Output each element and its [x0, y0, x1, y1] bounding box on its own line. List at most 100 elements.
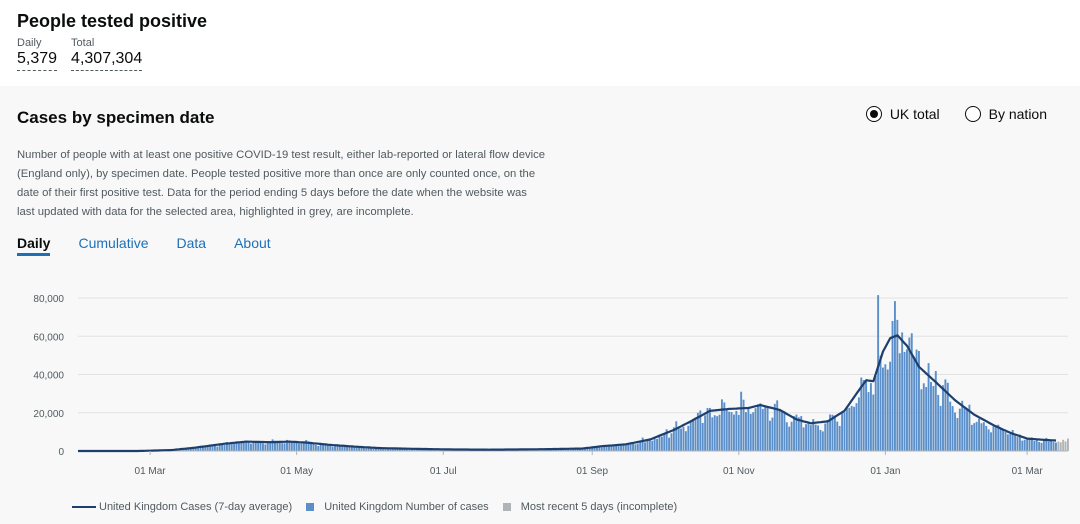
daily-case-bar: [1021, 440, 1024, 451]
daily-case-bar: [783, 411, 786, 451]
daily-case-bar: [954, 412, 956, 451]
tab-daily[interactable]: Daily: [17, 235, 51, 256]
radio-unchecked-icon[interactable]: [964, 106, 981, 122]
daily-case-bar: [1062, 439, 1065, 451]
daily-case-bar: [942, 385, 944, 451]
daily-case-bar: [615, 445, 618, 451]
daily-case-bar: [389, 448, 392, 451]
daily-case-bar: [1064, 441, 1067, 451]
daily-case-bar: [891, 320, 894, 451]
daily-case-bar: [624, 444, 627, 451]
daily-case-bar: [646, 439, 649, 451]
daily-case-bar: [257, 442, 260, 451]
x-tick-label: 01 Sep: [576, 466, 608, 477]
daily-case-bar: [194, 447, 197, 451]
daily-case-bar: [833, 415, 836, 451]
daily-case-bar: [992, 426, 995, 451]
daily-case-bar: [636, 443, 639, 451]
daily-case-bar: [932, 386, 935, 451]
daily-case-bar: [612, 446, 615, 451]
daily-metric[interactable]: Daily 5,379: [17, 37, 58, 71]
daily-case-bar: [401, 449, 404, 451]
daily-case-bar: [398, 448, 401, 451]
daily-case-bar: [742, 399, 745, 451]
daily-case-bar: [216, 446, 219, 451]
page-title: People tested positive: [17, 11, 208, 31]
daily-case-bar: [1018, 434, 1021, 451]
daily-case-bar: [879, 355, 882, 451]
daily-case-bar: [987, 429, 990, 451]
radio-uk-total[interactable]: UK total: [865, 106, 940, 122]
daily-case-bar: [386, 448, 389, 451]
tab-data[interactable]: Data: [176, 235, 207, 251]
radio-checked-icon[interactable]: [865, 106, 882, 122]
daily-case-bar: [1030, 437, 1033, 451]
daily-case-bar: [290, 442, 293, 451]
y-tick-label: 40,000: [33, 371, 64, 382]
daily-case-bar: [677, 427, 680, 451]
daily-case-bar: [660, 436, 663, 451]
daily-case-bar: [1011, 429, 1014, 451]
daily-case-bar: [372, 446, 375, 451]
daily-case-bar: [288, 441, 291, 451]
daily-case-bar: [620, 445, 622, 451]
daily-case-bar: [829, 414, 832, 451]
daily-case-bar: [326, 444, 329, 451]
daily-case-bar: [250, 443, 252, 451]
daily-case-bar: [752, 412, 755, 451]
daily-case-bar: [704, 415, 707, 451]
radio-by-nation[interactable]: By nation: [964, 106, 1047, 122]
daily-case-bar: [687, 425, 690, 451]
daily-case-bar: [812, 419, 815, 451]
daily-case-bar: [855, 403, 858, 451]
daily-case-bar: [656, 438, 659, 451]
tab-cumulative[interactable]: Cumulative: [78, 235, 149, 251]
daily-case-bar: [927, 363, 930, 451]
daily-case-bar: [1042, 438, 1045, 451]
daily-case-bar: [773, 403, 776, 451]
daily-case-bar: [644, 442, 646, 451]
daily-case-bar: [254, 441, 257, 451]
daily-case-bar: [800, 416, 803, 451]
daily-case-bar: [735, 410, 738, 451]
daily-case-bar: [189, 448, 192, 451]
daily-case-bar: [408, 448, 411, 451]
area-radio-group: UK total By nation: [865, 106, 1047, 122]
legend-incomplete-swatch: [502, 503, 511, 511]
daily-case-bar: [884, 364, 887, 451]
daily-case-bar: [790, 421, 793, 451]
daily-case-bar: [668, 437, 671, 451]
daily-case-bar: [824, 423, 827, 451]
daily-case-bar: [994, 425, 997, 451]
daily-case-bar: [757, 404, 759, 451]
daily-case-bar: [785, 422, 788, 451]
daily-case-bar: [598, 446, 601, 451]
daily-case-bar: [694, 417, 697, 451]
daily-case-bar: [278, 441, 281, 451]
daily-case-bar: [235, 441, 238, 451]
daily-case-bar: [334, 445, 337, 451]
tab-about[interactable]: About: [234, 235, 271, 251]
daily-case-bar: [571, 448, 574, 451]
daily-case-bar: [711, 417, 714, 451]
daily-case-bar: [293, 442, 296, 451]
total-value[interactable]: 4,307,304: [71, 49, 143, 71]
daily-case-bar: [886, 369, 889, 451]
daily-case-bar: [411, 449, 413, 451]
daily-case-bar: [312, 443, 315, 451]
legend-incomplete-label: Most recent 5 days (incomplete): [520, 501, 678, 513]
daily-case-bar: [211, 444, 214, 451]
legend-item-incomplete[interactable]: Most recent 5 days (incomplete): [502, 501, 678, 513]
daily-case-bar: [600, 447, 603, 451]
daily-case-bar: [893, 301, 896, 451]
legend-item-cases[interactable]: United Kingdom Number of cases: [306, 501, 489, 513]
daily-case-bar: [302, 443, 305, 451]
daily-case-bar: [276, 440, 279, 451]
daily-label: Daily: [17, 37, 42, 49]
daily-value[interactable]: 5,379: [17, 49, 58, 71]
legend-item-average[interactable]: United Kingdom Cases (7-day average): [72, 501, 292, 513]
daily-case-bar: [1026, 439, 1029, 451]
daily-case-bar: [314, 445, 317, 451]
total-metric[interactable]: Total 4,307,304: [71, 37, 143, 71]
daily-case-bar: [648, 439, 651, 451]
